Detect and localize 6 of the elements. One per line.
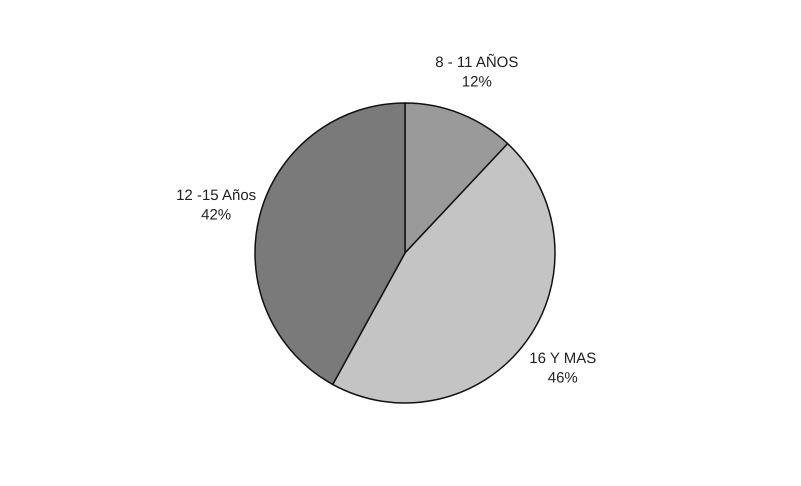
data-label: 46% (548, 370, 578, 387)
slice-label: 8 - 11 AÑOS (435, 53, 518, 72)
data-label: 12% (462, 74, 492, 91)
slice-label: 12 -15 Años (176, 187, 256, 204)
slice-label: 16 Y MAS (529, 350, 596, 368)
data-label: 42% (201, 206, 232, 224)
